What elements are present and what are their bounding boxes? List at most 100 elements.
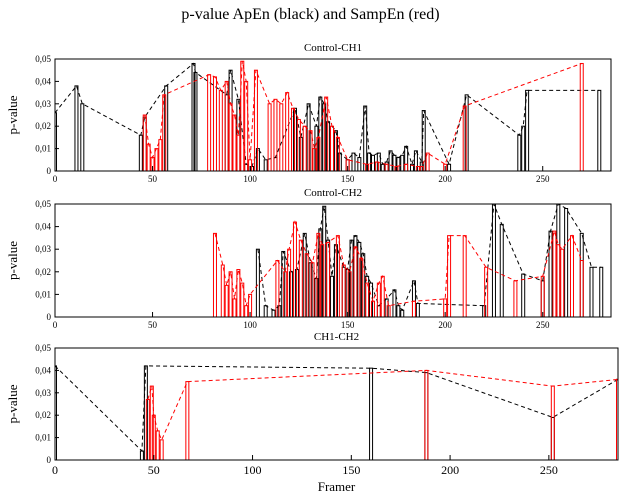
bar xyxy=(404,163,409,171)
x-tick-label: 200 xyxy=(441,463,459,477)
bar xyxy=(330,125,335,171)
bar xyxy=(55,112,57,171)
bar xyxy=(525,89,530,171)
bar xyxy=(540,275,545,317)
x-tick-label: 250 xyxy=(536,174,550,184)
bar xyxy=(154,148,159,171)
sampen-series xyxy=(145,369,618,460)
y-tick-label: 0,03 xyxy=(35,388,51,398)
bar xyxy=(499,223,504,317)
x-tick-label: 100 xyxy=(244,463,262,477)
bar xyxy=(363,105,368,171)
bar xyxy=(232,298,237,317)
bar xyxy=(589,266,594,317)
bar xyxy=(548,230,553,317)
bar xyxy=(447,235,452,317)
series-line xyxy=(257,204,602,312)
chart-panel: Control-CH2 p-value 0 0,01 0,02 0,03 0,04 0,05 0… xyxy=(5,187,612,330)
x-tick-label: 250 xyxy=(540,463,558,477)
chart-panel: CH1-CH2 p-value Framer 0 0,01 0,02 0,03 0,04 0,0… xyxy=(5,331,619,494)
bar xyxy=(579,62,584,171)
x-tick-label: 200 xyxy=(438,320,452,330)
x-tick-label: 150 xyxy=(341,320,355,330)
bar xyxy=(462,235,467,317)
series-line xyxy=(147,369,618,442)
bar xyxy=(263,159,268,171)
bar xyxy=(394,166,399,171)
bar xyxy=(380,163,385,171)
bar xyxy=(138,134,143,171)
bar xyxy=(255,248,260,317)
y-tick-label: 0,04 xyxy=(35,222,51,232)
bar xyxy=(579,260,584,317)
bar xyxy=(185,381,190,460)
bar xyxy=(218,89,223,171)
series-line xyxy=(55,365,618,453)
panel-title: CH1-CH2 xyxy=(314,331,359,343)
y-axis-label: p-value xyxy=(5,241,20,280)
plot-area xyxy=(212,204,604,317)
bar xyxy=(384,163,389,171)
y-tick-label: 0,05 xyxy=(35,54,51,64)
bar xyxy=(80,103,85,171)
y-axis-label: p-value xyxy=(5,95,20,134)
apen-series xyxy=(55,62,602,171)
bar xyxy=(424,369,429,460)
y-tick-label: 0,03 xyxy=(35,244,51,254)
bar xyxy=(415,302,420,317)
bar xyxy=(273,98,278,171)
bar xyxy=(491,204,496,317)
bar xyxy=(400,154,405,171)
bar xyxy=(158,139,163,171)
x-tick-label: 0 xyxy=(53,320,58,330)
bar xyxy=(400,309,405,317)
x-tick-label: 250 xyxy=(536,320,550,330)
y-tick-label: 0,01 xyxy=(35,144,51,154)
bar xyxy=(560,248,565,317)
bar xyxy=(285,92,290,171)
x-tick-label: 0 xyxy=(53,174,58,184)
bar xyxy=(240,282,245,317)
bar xyxy=(513,280,518,317)
plot-frame xyxy=(54,58,612,172)
bar xyxy=(228,271,233,317)
bar xyxy=(248,159,253,171)
x-tick-label: 50 xyxy=(148,320,158,330)
bar xyxy=(236,134,241,171)
bar xyxy=(330,275,335,317)
y-tick-label: 0,02 xyxy=(35,121,51,131)
plot-area xyxy=(55,60,602,171)
bar xyxy=(396,305,401,317)
bar xyxy=(550,385,555,460)
bar xyxy=(302,125,307,171)
bar xyxy=(74,85,79,171)
bar xyxy=(357,157,362,171)
bar xyxy=(521,125,526,171)
y-tick-label: 0,04 xyxy=(35,76,51,86)
bar xyxy=(365,282,370,317)
bar xyxy=(267,103,272,171)
bar xyxy=(291,107,296,171)
y-tick-label: 0,03 xyxy=(35,99,51,109)
bar xyxy=(552,230,557,317)
bar xyxy=(369,367,374,460)
bar xyxy=(228,103,233,171)
bar xyxy=(447,163,452,171)
y-tick-label: 0,02 xyxy=(35,267,51,277)
bar xyxy=(146,143,151,171)
bar xyxy=(351,152,356,171)
bar xyxy=(386,305,391,317)
bar xyxy=(564,208,569,317)
chart-panel: Control-CH1 p-value 0 0,01 0,02 0,03 0,04 0,05 0… xyxy=(5,42,612,184)
bar xyxy=(376,282,381,317)
x-tick-label: 100 xyxy=(243,320,257,330)
bar xyxy=(326,241,331,317)
y-tick-label: 0,05 xyxy=(35,199,51,209)
bar xyxy=(155,430,160,460)
bar xyxy=(236,269,241,317)
bar xyxy=(425,152,430,171)
y-tick-label: 0 xyxy=(47,312,52,322)
bar xyxy=(207,74,212,171)
bar xyxy=(316,232,321,317)
